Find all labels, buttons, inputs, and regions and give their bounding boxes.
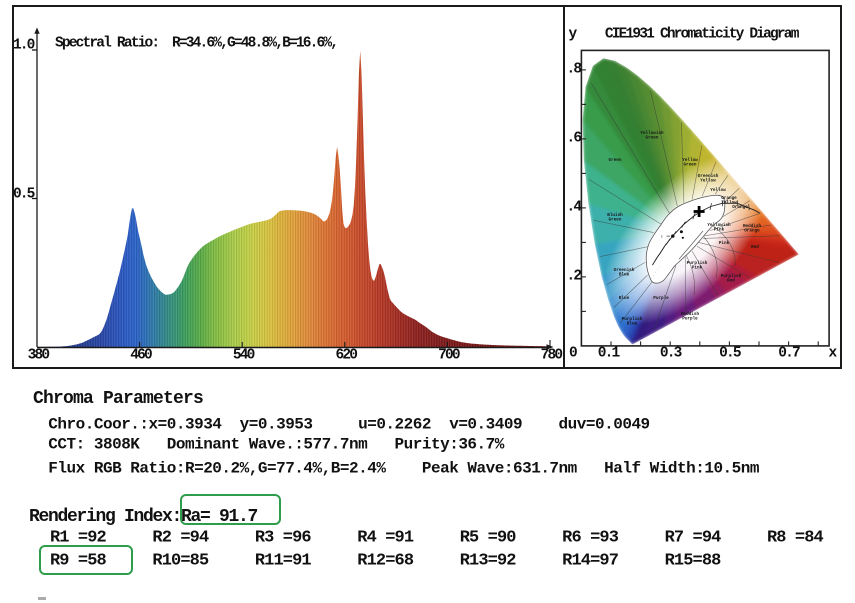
svg-text:Green: Green — [609, 158, 622, 163]
svg-text:Purple: Purple — [653, 296, 669, 301]
svg-text:Pink: Pink — [719, 241, 730, 246]
svg-text:Red: Red — [751, 245, 759, 250]
svg-text:C: C — [661, 236, 663, 239]
svg-text:Orange: Orange — [732, 205, 748, 210]
svg-text:Blue: Blue — [619, 296, 630, 301]
svg-text:Yellow: Yellow — [710, 188, 726, 193]
